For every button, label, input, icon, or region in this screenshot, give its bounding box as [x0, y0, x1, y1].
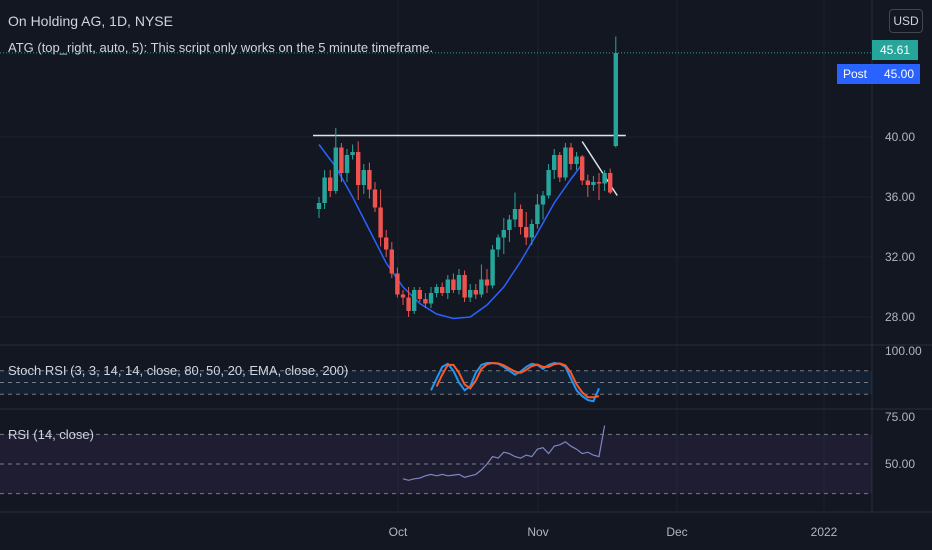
candle-body — [445, 279, 450, 293]
stoch-k-line — [430, 361, 600, 403]
candle-body — [535, 204, 540, 224]
candle-body — [524, 227, 529, 238]
candle-body — [384, 237, 389, 250]
candle-body — [529, 224, 534, 238]
symbol-title[interactable]: On Holding AG, 1D, NYSE — [8, 13, 173, 29]
candle-body — [591, 182, 596, 185]
candle-body — [540, 195, 546, 205]
candle-body — [613, 53, 618, 146]
candle-body — [501, 230, 506, 238]
time-tick-label: Dec — [666, 525, 687, 539]
stoch-band — [0, 370, 872, 395]
indicator-lines — [402, 361, 606, 481]
candle-body — [400, 294, 406, 298]
candle-layer — [316, 36, 618, 317]
script-notice: ATG (top_right, auto, 5): This script on… — [8, 40, 433, 55]
candle-body — [518, 209, 523, 227]
candle-body — [557, 155, 562, 178]
candle-body — [395, 273, 400, 295]
candle-body — [490, 249, 495, 286]
stoch-d-line — [435, 361, 600, 399]
axis-layer: 40.00 36.00 32.00 28.00 100.00 75.00 50.00 Oct N… — [389, 130, 922, 539]
indicator-panels — [0, 0, 932, 513]
candle-body — [563, 147, 568, 178]
rsi-tick-label: 75.00 — [885, 410, 915, 424]
candle-body — [574, 156, 579, 164]
candle-body — [473, 290, 478, 295]
stoch-tick-label: 100.00 — [885, 344, 922, 358]
candle-body — [451, 279, 456, 290]
candle-body — [512, 209, 518, 220]
stoch-rsi-title[interactable]: Stoch RSI (3, 3, 14, 14, close, 80, 50, … — [8, 363, 348, 378]
candle-body — [350, 152, 355, 155]
rsi-tick-label: 50.00 — [885, 457, 915, 471]
rsi-line — [402, 425, 606, 481]
candle-body — [316, 203, 322, 209]
candle-body — [389, 249, 394, 274]
candle-body — [608, 173, 613, 193]
price-tick-label: 28.00 — [885, 310, 915, 324]
cup-curve — [318, 144, 583, 320]
last-price-badge: 45.61 — [872, 40, 918, 60]
candle-body — [468, 290, 473, 298]
candle-body — [434, 287, 439, 293]
time-tick-label: 2022 — [811, 525, 838, 539]
candle-body — [484, 279, 490, 286]
candle-body — [580, 156, 585, 181]
candle-body — [496, 237, 501, 250]
candle-body — [333, 147, 338, 191]
candle-body — [602, 173, 607, 184]
candle-body — [339, 147, 344, 173]
price-gridlines — [0, 0, 872, 512]
candle-body — [372, 189, 378, 208]
candle-body — [507, 219, 512, 230]
post-price: 45.00 — [883, 67, 914, 81]
candle-body — [328, 177, 333, 191]
candle-body — [428, 293, 434, 304]
candle-body — [440, 287, 445, 293]
candle-body — [462, 275, 467, 298]
time-tick-label: Oct — [389, 525, 408, 539]
candle-body — [417, 290, 422, 299]
candle-body — [585, 180, 590, 185]
candle-body — [568, 147, 574, 164]
candle-body — [546, 170, 551, 196]
candle-body — [322, 177, 327, 203]
candle-body — [412, 290, 417, 311]
candle-body — [356, 152, 361, 185]
candle-body — [406, 297, 411, 311]
price-tick-label: 32.00 — [885, 250, 915, 264]
currency-button[interactable]: USD — [889, 9, 923, 33]
candle-body — [378, 207, 383, 238]
post-label: Post — [843, 67, 868, 81]
price-tick-label: 36.00 — [885, 190, 915, 204]
price-tick-label: 40.00 — [885, 130, 915, 144]
candle-body — [596, 182, 602, 184]
candle-body — [456, 275, 462, 290]
candle-body — [479, 279, 484, 295]
candle-body — [344, 155, 350, 173]
post-market-badge: Post 45.00 — [837, 64, 920, 84]
time-tick-label: Nov — [527, 525, 548, 539]
candle-body — [361, 170, 366, 185]
rsi-title[interactable]: RSI (14, close) — [8, 427, 94, 442]
candle-body — [552, 155, 557, 170]
candle-body — [367, 170, 372, 190]
candle-body — [423, 299, 428, 304]
